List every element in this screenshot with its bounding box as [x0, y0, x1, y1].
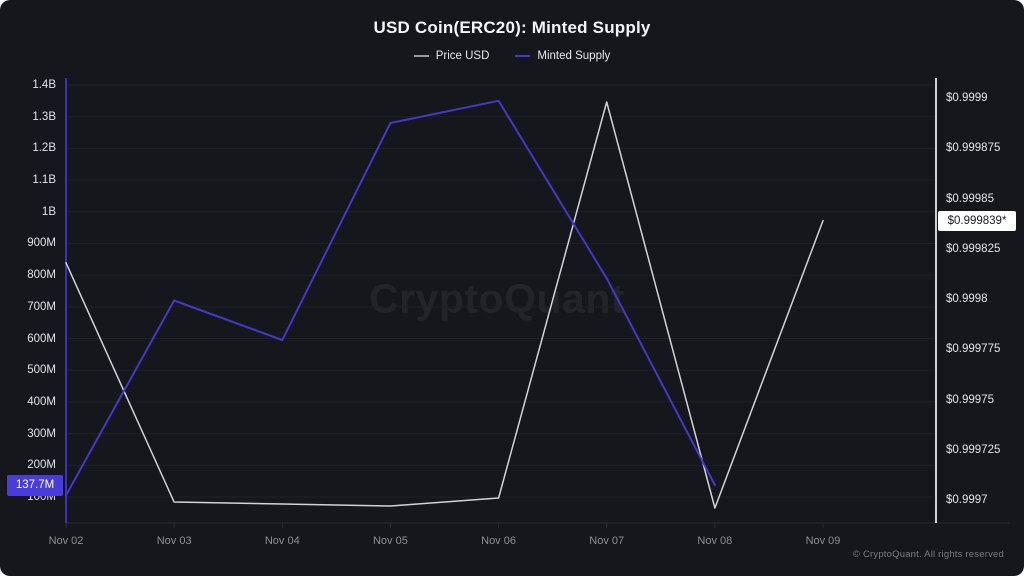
- copyright-notice: © CryptoQuant. All rights reserved: [852, 549, 1004, 560]
- left-axis-tick-label: 700M: [27, 300, 56, 313]
- x-axis-label: Nov 02: [48, 535, 84, 547]
- chart-title: USD Coin(ERC20): Minted Supply: [373, 18, 651, 37]
- x-axis-label: Nov 03: [156, 535, 192, 547]
- right-axis-tick-label: $0.9999: [946, 92, 988, 104]
- price-usd-legend-swatch-icon: [413, 55, 429, 57]
- minted-supply-current-value-badge: 137.7M: [7, 474, 63, 496]
- x-axis-label: Nov 07: [589, 535, 625, 547]
- price-usd-line: [65, 101, 824, 509]
- right-axis-tick-label: $0.9998: [946, 293, 988, 305]
- price-usd-legend-label: Price USD: [435, 50, 490, 62]
- left-axis-tick-label: 800M: [27, 269, 56, 282]
- minted-supply-legend-label: Minted Supply: [537, 50, 611, 62]
- left-axis-tick-label: 500M: [27, 364, 56, 377]
- right-axis-tick-label: $0.999725: [946, 443, 1001, 456]
- minted-supply-legend-swatch-icon: [515, 55, 531, 57]
- x-axis-label: Nov 08: [697, 535, 733, 547]
- left-axis-tick-label: 1.2B: [32, 142, 56, 155]
- right-axis-tick-label: $0.99985: [946, 192, 994, 205]
- left-axis-tick-label: 1B: [41, 205, 56, 218]
- x-axis-label: Nov 05: [372, 535, 408, 547]
- price-current-value-badge: $0.999839*: [938, 210, 1016, 231]
- left-axis-tick-label: 900M: [27, 237, 56, 250]
- right-axis-tick-label: $0.999775: [946, 343, 1001, 356]
- x-axis-label: Nov 09: [805, 535, 841, 547]
- left-axis-tick-label: 300M: [27, 427, 56, 440]
- left-axis-tick-label: 1.4B: [32, 79, 56, 91]
- legend-item-minted-supply[interactable]: Minted Supply: [515, 50, 610, 62]
- left-axis-tick-label: 400M: [27, 395, 56, 408]
- right-axis-tick-label: $0.99975: [946, 393, 994, 406]
- left-axis-tick-label: 1.1B: [32, 174, 56, 187]
- legend-item-price-usd[interactable]: Price USD: [413, 50, 490, 62]
- left-axis-tick-label: 1.3B: [32, 110, 56, 123]
- right-axis-tick-label: $0.999875: [946, 142, 1001, 155]
- x-axis-label: Nov 06: [481, 535, 516, 547]
- x-axis-label: Nov 04: [264, 535, 300, 547]
- legend: Price USD Minted Supply: [0, 50, 1024, 62]
- minted-supply-line: [65, 99, 716, 497]
- left-axis-tick-label: 600M: [27, 332, 56, 345]
- right-axis-tick-label: $0.9997: [946, 494, 988, 506]
- left-axis-tick-label: 200M: [27, 459, 56, 472]
- right-axis-tick-label: $0.999825: [946, 242, 1001, 255]
